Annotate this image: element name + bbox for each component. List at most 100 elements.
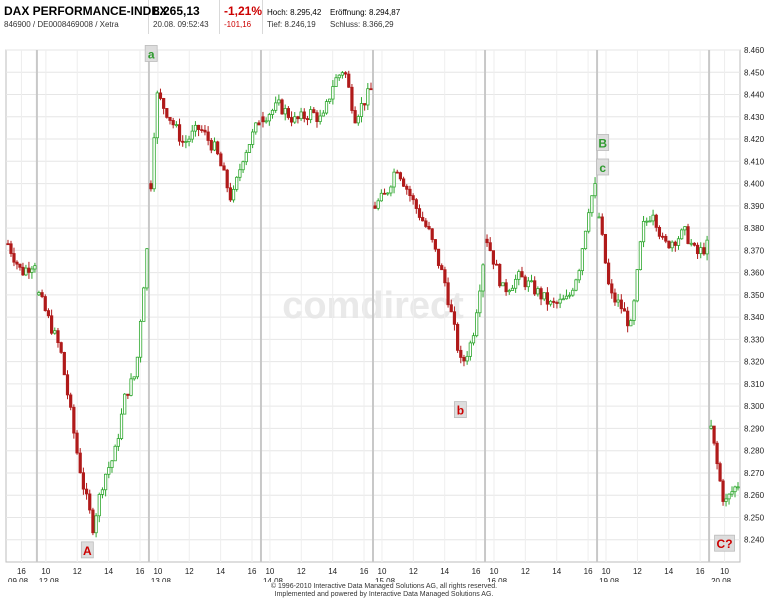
y-tick-label: 8.450 — [744, 68, 765, 77]
low-row: Tief: 8.246,19 — [267, 20, 316, 29]
candle-body — [603, 233, 608, 264]
candle-body — [235, 176, 239, 190]
candle-body — [501, 282, 505, 287]
hour-tick-label: 14 — [216, 567, 225, 576]
candle-body — [193, 124, 198, 132]
hour-tick-label: 16 — [136, 567, 145, 576]
candle-body — [580, 248, 584, 272]
candle-body — [181, 140, 185, 143]
candle-body — [712, 425, 716, 444]
candle-body — [353, 110, 357, 124]
candle-body — [138, 320, 143, 358]
candle-body — [289, 117, 294, 123]
candle-body — [18, 263, 22, 268]
candle-body — [177, 124, 182, 142]
candle-body — [702, 247, 706, 255]
candle-body — [244, 152, 248, 163]
last-price: 8.265,13 — [153, 4, 200, 18]
y-tick-label: 8.380 — [744, 224, 765, 233]
close-row: Schluss: 8.366,29 — [330, 20, 394, 29]
candle-body — [59, 342, 63, 353]
candle-body — [283, 108, 287, 115]
instrument-cell: DAX PERFORMANCE-INDEX 846900 / DE0008469… — [0, 0, 167, 34]
candle-body — [622, 308, 627, 312]
price-chart: comdirect8.2408.2508.2608.2708.2808.2908… — [5, 45, 765, 582]
candle-body — [334, 77, 338, 87]
candle-body — [645, 220, 649, 223]
candle-body — [318, 115, 322, 122]
candle-body — [343, 72, 348, 75]
candle-body — [462, 357, 466, 362]
candle-body — [485, 238, 489, 244]
candle-body — [129, 378, 133, 396]
wave-label: b — [453, 401, 467, 419]
candle-body — [331, 86, 335, 100]
candle-body — [309, 109, 313, 121]
low-label: Tief: — [267, 20, 283, 29]
candle-body — [27, 267, 31, 273]
candle-body — [84, 488, 89, 495]
footer-line1: © 1996-2010 Interactive Data Managed Sol… — [270, 583, 498, 590]
candle-body — [305, 118, 310, 121]
y-tick-label: 8.460 — [744, 46, 765, 55]
wave-label: a — [144, 45, 158, 62]
candle-body — [187, 138, 191, 143]
candle-body — [274, 102, 278, 111]
candle-body — [347, 73, 351, 88]
candle-body — [395, 171, 399, 174]
wave-label-box — [144, 45, 158, 62]
candle-body — [366, 88, 370, 106]
hour-tick-label: 16 — [17, 567, 26, 576]
candle-body — [6, 243, 10, 246]
change-cell: -1,21% -101,16 — [220, 0, 263, 34]
candle-body — [363, 103, 367, 106]
hour-tick-label: 16 — [248, 567, 257, 576]
hour-tick-label: 12 — [521, 567, 530, 576]
open-row: Eröffnung: 8.294,87 — [330, 8, 400, 17]
candle-body — [174, 124, 178, 127]
candle-body — [411, 195, 415, 201]
candle-body — [408, 188, 412, 197]
candle-body — [107, 467, 111, 475]
candle-body — [456, 323, 460, 351]
candle-body — [392, 171, 396, 188]
close-label: Schluss: — [330, 20, 361, 29]
candle-body — [619, 299, 623, 310]
candle-body — [494, 263, 499, 266]
candle-body — [228, 187, 232, 201]
candle-body — [673, 241, 677, 246]
footer-line2: Implemented and powered by Interactive D… — [274, 591, 494, 598]
candle-body — [632, 300, 636, 321]
candle-body — [657, 226, 662, 237]
candle-body — [46, 310, 51, 317]
candle-body — [430, 228, 434, 240]
y-tick-label: 8.340 — [744, 313, 765, 322]
hour-tick-label: 16 — [472, 567, 481, 576]
candle-body — [37, 292, 41, 296]
candle-body — [471, 335, 476, 344]
candle-body — [171, 120, 175, 126]
candle-body — [190, 130, 194, 140]
hour-tick-label: 10 — [153, 567, 162, 576]
candle-body — [401, 178, 406, 187]
candle-body — [421, 217, 425, 222]
candle-body — [478, 290, 482, 314]
hour-tick-label: 16 — [360, 567, 369, 576]
hour-tick-label: 10 — [41, 567, 50, 576]
candle-body — [577, 270, 581, 281]
candle-body — [436, 248, 441, 266]
candle-body — [715, 442, 719, 465]
candle-body — [30, 268, 34, 273]
candle-body — [542, 292, 546, 300]
candle-body — [40, 292, 44, 297]
candle-body — [424, 220, 428, 227]
y-tick-label: 8.350 — [744, 291, 765, 300]
candle-body — [72, 406, 76, 434]
candle-body — [162, 98, 166, 109]
candle-body — [446, 282, 450, 306]
candle-body — [225, 169, 229, 189]
wave-label-text: B — [598, 136, 607, 150]
candle-body — [555, 302, 559, 304]
y-tick-label: 8.370 — [744, 246, 765, 255]
candle-body — [119, 413, 124, 439]
